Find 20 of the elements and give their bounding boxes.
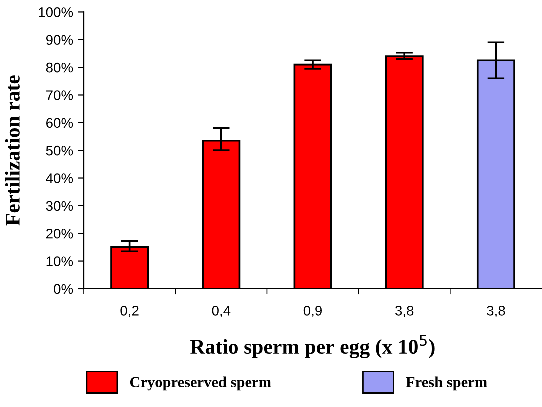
y-tick-label: 40% bbox=[46, 174, 74, 184]
x-axis-title: Ratio sperm per egg (x 10$^{5}$) bbox=[190, 335, 435, 358]
legend-label: Cryopreserved sperm bbox=[130, 376, 272, 391]
y-tick-label: 20% bbox=[46, 228, 74, 239]
y-tick-label: 90% bbox=[46, 35, 74, 46]
x-tick-label: 0,2 bbox=[120, 306, 139, 318]
y-tick-label: 50% bbox=[46, 146, 74, 156]
y-tick-label: 70% bbox=[46, 90, 74, 100]
y-tick-label: 30% bbox=[46, 201, 74, 212]
y-axis-title: Fertilization rate bbox=[5, 76, 20, 226]
y-tick-label: 60% bbox=[46, 118, 74, 128]
x-tick-label: 3,8 bbox=[395, 306, 414, 318]
y-tick-label: 0% bbox=[54, 284, 74, 294]
legend-label: Fresh sperm bbox=[406, 376, 488, 391]
y-tick-label: 80% bbox=[46, 62, 74, 73]
x-tick-label: 3,8 bbox=[487, 306, 506, 318]
y-tick-label: 100% bbox=[39, 8, 74, 18]
y-tick-label: 10% bbox=[46, 256, 74, 266]
x-tick-label: 0,4 bbox=[212, 306, 231, 318]
x-tick-label: 0,9 bbox=[304, 306, 322, 318]
